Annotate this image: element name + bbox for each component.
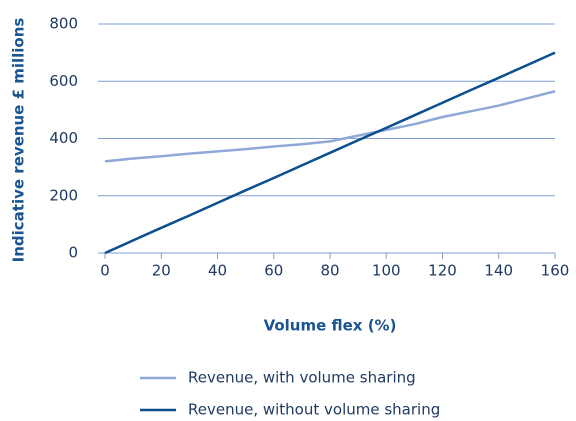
x-tick-label: 60 xyxy=(264,262,283,280)
y-axis-title: Indicative revenue £ millions xyxy=(10,18,28,263)
series-line xyxy=(104,51,556,255)
x-tick-label: 120 xyxy=(428,262,457,280)
y-tick-label: 400 xyxy=(49,129,78,147)
x-axis-title: Volume flex (%) xyxy=(264,317,397,335)
x-tick-label: 100 xyxy=(372,262,401,280)
x-tick-label: 140 xyxy=(484,262,513,280)
x-tick-label: 160 xyxy=(541,262,570,280)
y-tick-label: 600 xyxy=(49,72,78,90)
series-line xyxy=(104,90,556,163)
x-tick-label: 20 xyxy=(152,262,171,280)
y-tick-label: 0 xyxy=(68,244,78,262)
y-tick-label: 800 xyxy=(49,15,78,33)
x-tick-label: 40 xyxy=(208,262,227,280)
legend-label: Revenue, without volume sharing xyxy=(188,401,440,419)
y-tick-label: 200 xyxy=(49,186,78,204)
x-tick-label: 0 xyxy=(100,262,110,280)
legend-label: Revenue, with volume sharing xyxy=(188,369,416,387)
x-tick-label: 80 xyxy=(320,262,339,280)
